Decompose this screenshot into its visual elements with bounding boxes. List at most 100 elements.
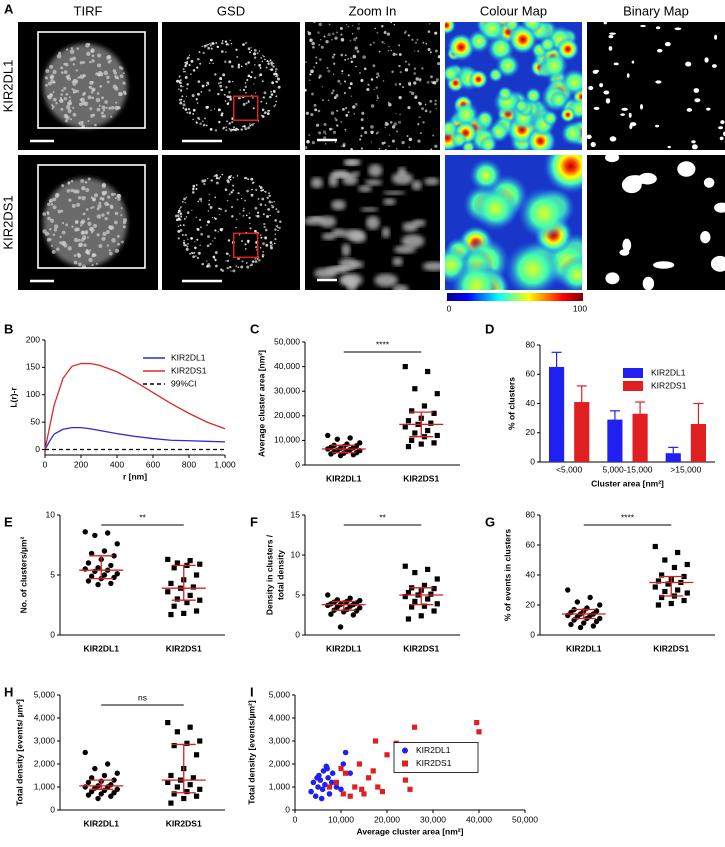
speckle: [358, 23, 360, 25]
speckle: [85, 42, 90, 48]
density-blob: [514, 98, 529, 114]
speckle: [53, 81, 56, 84]
speckle: [186, 57, 189, 60]
speckle: [414, 96, 418, 99]
speckle: [268, 200, 272, 204]
speckle: [98, 244, 103, 248]
speckle: [367, 83, 370, 86]
speckle: [252, 181, 255, 184]
speckle: [91, 59, 95, 63]
column-header: Binary Map: [623, 3, 689, 18]
cluster: [640, 104, 644, 110]
column-header: Zoom In: [349, 3, 397, 18]
speckle: [59, 98, 64, 103]
speckle: [352, 24, 354, 27]
speckle: [184, 201, 186, 204]
data-point: [421, 582, 428, 588]
speckle: [63, 70, 68, 74]
speckle: [237, 97, 240, 100]
speckle: [269, 244, 273, 248]
speckle: [276, 77, 279, 79]
x-tick-label: >15,000: [670, 464, 701, 474]
speckle: [48, 238, 52, 241]
speckle: [244, 199, 247, 202]
data-point: [421, 603, 428, 609]
speckle: [73, 237, 79, 243]
cluster: [691, 140, 696, 144]
data-point: [325, 775, 331, 781]
data-point: [409, 604, 415, 610]
data-point: [101, 572, 108, 578]
y-tick-label: 4,000: [269, 712, 291, 722]
speckle: [71, 203, 76, 208]
cluster: [655, 26, 661, 30]
speckle: [273, 200, 275, 203]
speckle: [184, 70, 187, 73]
data-point: [193, 793, 200, 799]
data-point: [104, 530, 111, 536]
speckle: [254, 257, 257, 260]
speckle: [195, 216, 197, 218]
speckle: [408, 82, 412, 86]
speckle: [273, 242, 276, 245]
speckle: [254, 76, 257, 79]
speckle: [410, 91, 415, 96]
speckle: [363, 67, 367, 71]
speckle: [274, 228, 277, 231]
speckle: [275, 75, 277, 78]
speckle: [419, 132, 422, 135]
speckle: [241, 197, 243, 200]
speckle: [204, 180, 206, 182]
cluster: [685, 61, 692, 67]
legend-label: KIR2DS1: [171, 365, 207, 375]
blob: [365, 215, 380, 230]
speckle: [310, 113, 314, 117]
speckle: [244, 176, 247, 179]
density-blob: [504, 241, 561, 290]
speckle: [239, 213, 241, 215]
data-point: [312, 793, 319, 799]
speckle: [311, 141, 315, 145]
speckle: [104, 216, 108, 221]
speckle: [97, 204, 102, 209]
data-point: [318, 795, 325, 802]
speckle: [187, 108, 191, 111]
panel-letter: B: [4, 321, 13, 336]
speckle: [269, 246, 273, 250]
cluster: [608, 46, 613, 51]
speckle: [98, 104, 101, 107]
speckle: [228, 80, 231, 83]
speckle: [186, 211, 190, 215]
speckle: [376, 95, 379, 97]
speckle: [432, 134, 435, 137]
speckle: [192, 108, 196, 112]
speckle: [185, 247, 189, 251]
speckle: [195, 98, 198, 101]
data-point: [581, 620, 587, 626]
speckle: [261, 253, 265, 257]
speckle: [219, 81, 222, 84]
speckle: [224, 60, 227, 63]
speckle: [269, 59, 272, 62]
microscopy-image: [305, 22, 440, 150]
data-point: [85, 560, 92, 566]
speckle: [313, 103, 317, 107]
speckle: [124, 92, 127, 96]
speckle: [344, 59, 347, 61]
density-blob: [542, 110, 559, 127]
speckle: [244, 62, 248, 66]
legend-swatch: [623, 368, 643, 378]
speckle: [272, 90, 276, 93]
speckle: [235, 226, 237, 229]
speckle: [387, 50, 389, 52]
speckle: [276, 80, 279, 83]
speckle: [350, 60, 354, 64]
data-point: [659, 572, 665, 578]
speckle: [89, 107, 93, 111]
speckle: [247, 61, 250, 64]
data-point: [174, 596, 180, 602]
cluster: [605, 98, 611, 104]
speckle: [236, 198, 239, 201]
speckle: [345, 113, 349, 117]
speckle: [87, 177, 91, 181]
